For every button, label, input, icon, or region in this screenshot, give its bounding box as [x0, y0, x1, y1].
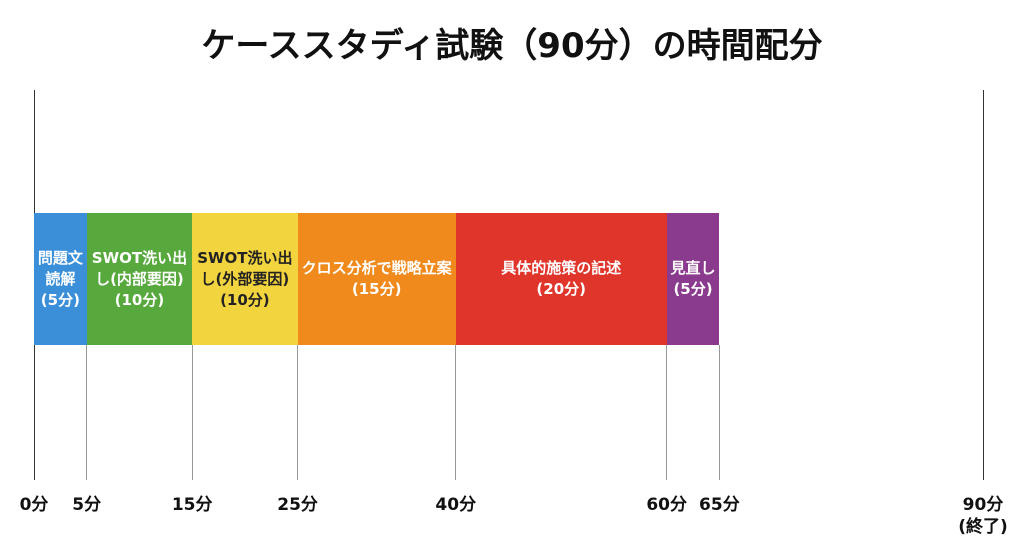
- segment-label: SWOT洗い出し(内部要因): [91, 248, 188, 288]
- x-tick-label: 15分: [171, 495, 213, 515]
- tick-line: [982, 90, 984, 480]
- x-tick-label: 40分: [435, 495, 477, 515]
- segment: 具体的施策の記述 (20分): [455, 213, 667, 345]
- tick-line: [86, 345, 88, 480]
- tick-line: [455, 345, 457, 480]
- x-tick-label: 5分: [72, 495, 102, 515]
- x-tick-label: 90分 (終了): [958, 495, 1008, 538]
- segment-label: 問題文読解: [37, 248, 83, 288]
- tick-line: [191, 345, 193, 480]
- segment-value-label: (20分): [536, 280, 586, 298]
- tick-line: [718, 345, 720, 480]
- segment-label: 具体的施策の記述: [501, 259, 622, 277]
- segment-value-label: (10分): [220, 290, 270, 309]
- segment-value-label: (10分): [114, 290, 165, 309]
- segment-label: クロス分析で戦略立案: [301, 259, 452, 277]
- tick-line: [666, 345, 668, 480]
- x-tick-label: 60分: [646, 495, 687, 515]
- x-tick-label: 0分: [19, 495, 49, 515]
- segment: SWOT洗い出し(内部要因) (10分): [86, 213, 193, 345]
- segment: クロス分析で戦略立案 (15分): [297, 213, 456, 345]
- segment: 見直し (5分): [666, 213, 720, 345]
- segment-value-label: (15分): [351, 280, 402, 298]
- x-tick-label: 25分: [277, 495, 318, 515]
- segment-value-label: (5分): [40, 290, 80, 309]
- segment-label: SWOT洗い出し(外部要因): [197, 248, 293, 288]
- segment: 問題文読解 (5分): [34, 213, 87, 345]
- x-tick-label: 65分: [699, 495, 740, 515]
- segment-label: 見直し: [670, 259, 716, 277]
- chart-title: ケーススタディ試験（90分）の時間配分: [201, 26, 823, 66]
- segment: SWOT洗い出し(外部要因) (10分): [192, 213, 298, 345]
- tick-line: [297, 345, 299, 480]
- segment-value-label: (5分): [673, 280, 713, 298]
